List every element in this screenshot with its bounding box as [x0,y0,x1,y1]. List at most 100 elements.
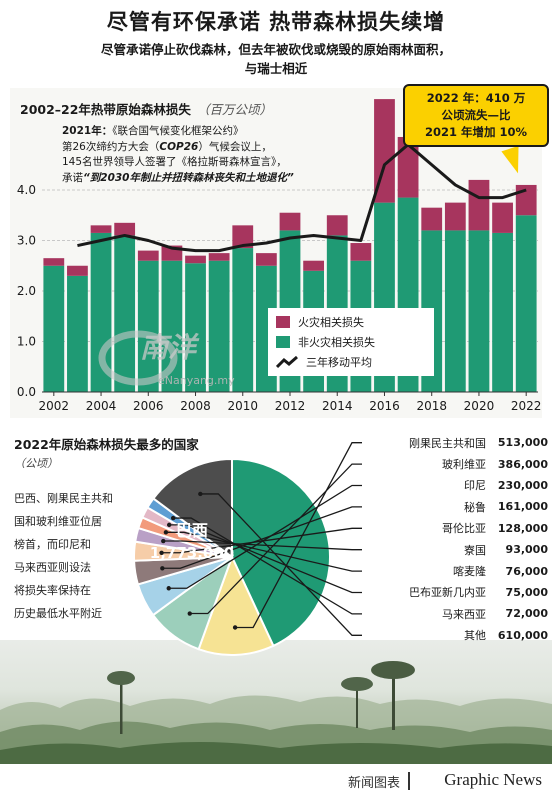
x-tick-label: 2022 [511,399,542,413]
annotation-line-1: 《联合国气候变化框架公约》 [112,125,244,137]
x-tick-label: 2010 [227,399,258,413]
bar-nonfire [468,230,490,392]
subheadline: 尽管承诺停止砍伐森林，但去年被砍伐或烧毁的原始雨林面积， 与瑞士相近 [20,40,532,78]
leader-line [162,506,362,569]
nonfire-swatch-icon [276,336,290,348]
footer: 新闻图表 Graphic News [0,764,552,800]
chart-title-text: 2002–22年热带原始森林损失 [20,102,191,117]
annotation-line-3: 145名世界领导人签署了《格拉斯哥森林宣言》， [62,156,287,168]
footer-chinese-credit: 新闻图表 [347,776,400,791]
x-tick-label: 2004 [86,399,117,413]
bar-fire [43,258,65,266]
annotation-line-2a: 第26次缔约方大会（ [62,140,160,153]
country-value: 386,000 [497,457,548,471]
country-row: 马来西亚 72,000 [366,603,548,624]
annotation-cop26: COP26 [159,140,199,153]
bar-fire [185,255,206,264]
legend-label-average: 三年移动平均 [306,356,372,369]
legend-item-average: 三年移动平均 [276,352,426,372]
bar-fire [208,253,230,261]
forest-silhouette-icon [0,661,552,764]
bar-fire [137,250,159,261]
bar-nonfire [185,263,206,392]
bar-nonfire [67,275,88,392]
country-value: 513,000 [497,436,548,450]
pie-description: 巴西、刚果民主共和 国和玻利维亚位居 榜首，而印尼和 马来西亚则设法 将损失率保… [14,487,154,625]
bar-nonfire [114,235,136,392]
moving-average-line [77,143,527,253]
country-name: 哥伦比亚 [442,522,486,536]
country-list: 巴西1,773,000刚果民主共和国513,000玻利维亚386,000印尼23… [366,432,548,646]
bar-fire [350,243,372,261]
bar-fire [468,179,490,231]
bar-fire [326,215,348,236]
watermark-logo [90,322,290,392]
pie-slice [151,457,233,559]
subhead-line-1: 尽管承诺停止砍伐森林，但去年被砍伐或烧毁的原始雨林面积， [100,42,451,57]
country-row: 喀麦隆 76,000 [366,560,548,581]
leader-dot [198,491,203,497]
pie-unit: （公顷） [14,457,58,470]
legend-item-fire: 火灾相关损失 [276,312,426,332]
pie-slice [197,554,275,656]
watermark-swoosh-icon [98,330,178,386]
leader-dot [161,538,166,544]
bar-chart: 0.0 1.0 2.0 3.0 4.0 2002 2004 2006 2008 2010 2012 2… [17,99,542,413]
chart-title: 2002–22年热带原始森林损失 （百万公顷） [20,99,272,118]
x-tick-label: 2006 [133,399,164,413]
x-tick-label: 2012 [275,399,306,413]
bar-nonfire [137,260,159,392]
watermark-text: 南洋 [140,331,197,364]
country-value: 76,000 [505,564,548,578]
bar-nonfire [444,230,466,392]
legend-label-fire: 火灾相关损失 [298,316,364,329]
country-value: 93,000 [505,543,548,557]
desc-line: 将损失率保持在 [14,584,91,597]
leader-line [173,517,362,615]
desc-line: 榜首，而印尼和 [14,538,91,551]
bar-nonfire [515,215,537,392]
country-row: 哥伦比亚 128,000 [366,518,548,539]
x-tick-label: 2016 [369,399,400,413]
bar-nonfire [43,265,65,392]
country-value: 230,000 [497,478,548,492]
leader-dot [166,586,171,591]
chart-legend: 火灾相关损失 非火灾相关损失 三年移动平均 [268,308,434,376]
chart-unit: （百万公顷） [196,102,272,117]
subhead-line-2: 与瑞士相近 [244,61,308,76]
footer-divider [408,772,410,790]
y-tick-label: 3.0 [17,234,36,248]
leader-dot [170,515,176,521]
country-value: 610,000 [497,628,548,642]
country-value: 161,000 [497,500,548,514]
brazil-name: 巴西 [175,521,208,540]
forest-backdrop-image [0,640,552,764]
bar-fire [114,222,136,236]
leader-dot [160,566,165,571]
country-value: 128,000 [497,521,548,535]
country-row: 刚果民主共和国 513,000 [366,432,548,453]
brazil-label: 巴西 1,773,000 [137,520,247,564]
annotation-line-2c: ）气候会议上， [198,140,272,153]
headline: 尽管有环保承诺 热带森林损失续增 [106,10,446,34]
country-name: 马来西亚 [442,607,486,621]
country-value: 75,000 [505,585,548,599]
y-tick-label: 0.0 [17,385,36,399]
bar-fire [421,207,443,231]
bar-fire [279,212,301,231]
leader-line [200,493,362,636]
bar-nonfire [492,232,513,392]
y-tick-label: 4.0 [17,183,36,197]
country-value: 72,000 [505,607,548,621]
callout-line-1: 2022 年：410 万 [426,91,526,105]
bar-fire [232,225,254,249]
legend-label-nonfire: 非火灾相关损失 [298,336,375,349]
fire-swatch-icon [276,316,290,328]
x-tick-label: 2002 [39,399,70,413]
country-name: 其他 [464,629,486,643]
callout-line-3: 2021 年增加 10% [424,125,528,139]
leader-dot [232,625,238,630]
country-row: 玻利维亚 386,000 [366,453,548,474]
trend-line-icon [276,355,298,369]
leader-line [165,531,362,572]
